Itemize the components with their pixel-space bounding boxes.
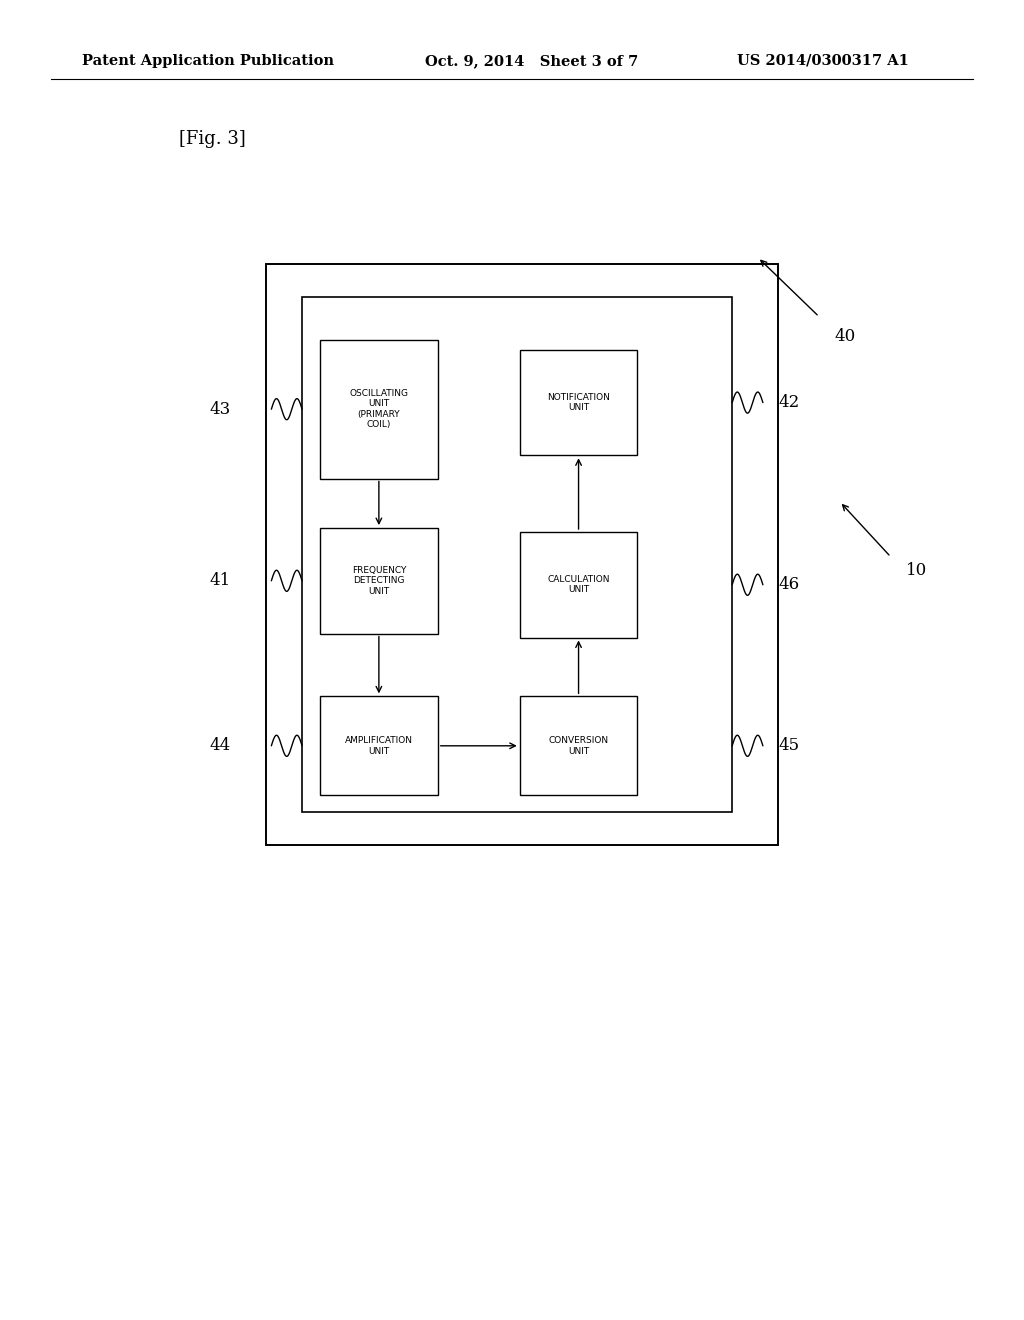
Bar <box>519 350 637 455</box>
Text: 41: 41 <box>209 573 230 589</box>
Text: 43: 43 <box>209 401 230 417</box>
Text: OSCILLATING
UNIT
(PRIMARY
COIL): OSCILLATING UNIT (PRIMARY COIL) <box>349 389 409 429</box>
Text: [Fig. 3]: [Fig. 3] <box>179 129 246 148</box>
Text: 44: 44 <box>209 738 230 754</box>
Text: 46: 46 <box>778 577 800 593</box>
Text: CONVERSION
UNIT: CONVERSION UNIT <box>549 737 608 755</box>
Bar <box>266 264 778 845</box>
Text: Oct. 9, 2014   Sheet 3 of 7: Oct. 9, 2014 Sheet 3 of 7 <box>425 54 638 67</box>
Text: CALCULATION
UNIT: CALCULATION UNIT <box>547 576 610 594</box>
Text: 40: 40 <box>835 329 856 345</box>
Bar <box>519 532 637 638</box>
Bar <box>319 341 438 479</box>
Text: 10: 10 <box>906 562 928 578</box>
Text: 45: 45 <box>778 738 800 754</box>
Text: 42: 42 <box>778 395 800 411</box>
Text: US 2014/0300317 A1: US 2014/0300317 A1 <box>737 54 909 67</box>
Text: FREQUENCY
DETECTING
UNIT: FREQUENCY DETECTING UNIT <box>351 566 407 595</box>
Text: Patent Application Publication: Patent Application Publication <box>82 54 334 67</box>
Bar <box>319 697 438 795</box>
Bar <box>319 528 438 634</box>
Text: NOTIFICATION
UNIT: NOTIFICATION UNIT <box>547 393 610 412</box>
Bar <box>302 297 732 812</box>
Bar <box>519 697 637 795</box>
Text: AMPLIFICATION
UNIT: AMPLIFICATION UNIT <box>345 737 413 755</box>
